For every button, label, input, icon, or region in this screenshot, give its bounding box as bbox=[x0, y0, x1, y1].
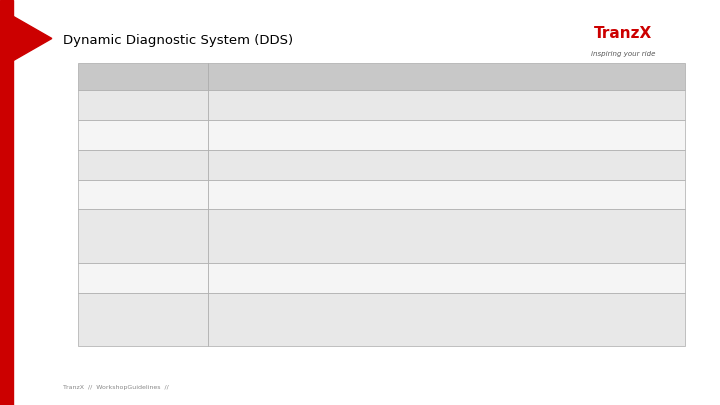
Text: The routing circuit of the torque sensor signal is not functional.  Sign: no sup: The routing circuit of the torque sensor… bbox=[213, 130, 538, 139]
Text: TranzX  //  WorkshopGuidelines  //: TranzX // WorkshopGuidelines // bbox=[63, 385, 169, 390]
Text: 4: 4 bbox=[140, 190, 146, 199]
Text: TranzX: TranzX bbox=[594, 26, 652, 41]
Text: The routing circuit of the wheel speed sensor signal is not functional. Sign: di: The routing circuit of the wheel speed s… bbox=[213, 226, 605, 247]
Text: Error Code: Error Code bbox=[117, 72, 169, 81]
Text: Short circuit in the routing circuit of the torque sensor signal. Sign: no suppo: Short circuit in the routing circuit of … bbox=[213, 160, 528, 169]
Text: 2: 2 bbox=[140, 130, 146, 139]
Text: The routing circuit of the Motor hall sensor signal is not functional. Sign: vib: The routing circuit of the Motor hall se… bbox=[213, 101, 568, 110]
Text: Dynamic Diagnostic System (DDS): Dynamic Diagnostic System (DDS) bbox=[63, 34, 294, 47]
Text: 3: 3 bbox=[140, 160, 146, 169]
Text: The routing circuit of the Crank RPM sensor is not functional. Sign: uneven or n: The routing circuit of the Crank RPM sen… bbox=[213, 190, 569, 199]
Text: Battery does not show capacity Sign: interruption of communication between batte: Battery does not show capacity Sign: int… bbox=[213, 309, 575, 330]
Text: Flashing Battery
Symbol: Flashing Battery Symbol bbox=[106, 309, 181, 330]
Text: The brake lever cut-off function is not functional: The brake lever cut-off function is not … bbox=[213, 273, 408, 282]
Text: 1: 1 bbox=[140, 101, 146, 110]
Text: 6: 6 bbox=[140, 273, 146, 282]
Text: inspiring your ride: inspiring your ride bbox=[590, 51, 655, 57]
Text: 5: 5 bbox=[140, 232, 146, 241]
Text: Description: Description bbox=[419, 72, 475, 81]
